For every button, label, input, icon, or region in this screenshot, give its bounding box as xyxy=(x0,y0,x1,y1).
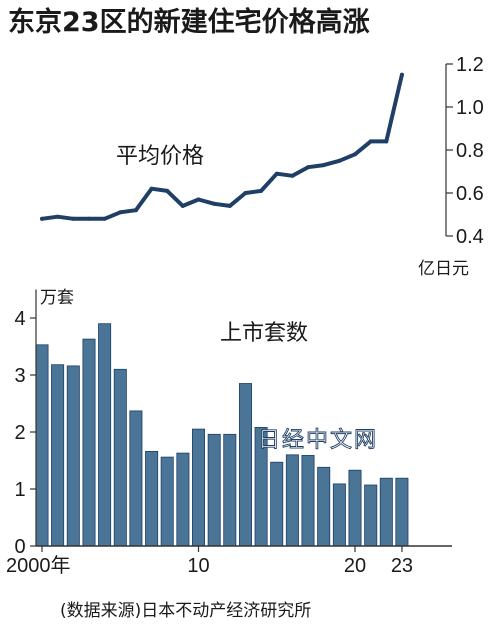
supply-bar xyxy=(270,461,284,547)
price-point xyxy=(87,216,91,221)
supply-x-tick-label: 2000年 xyxy=(6,554,71,577)
supply-bar xyxy=(176,452,190,547)
price-y-tick-label: 0.6 xyxy=(456,183,484,205)
supply-bar xyxy=(395,477,409,547)
price-y-tick-label: 0.4 xyxy=(456,226,484,248)
price-point xyxy=(165,188,170,193)
supply-x-tick-label: 10 xyxy=(187,555,209,577)
price-point xyxy=(399,72,404,77)
supply-bar xyxy=(364,484,378,547)
price-point xyxy=(212,201,217,206)
price-point xyxy=(306,165,311,170)
supply-bar xyxy=(113,368,127,547)
price-point xyxy=(133,208,138,213)
price-point xyxy=(274,171,279,176)
price-point xyxy=(227,203,232,208)
supply-bar xyxy=(66,365,80,547)
price-point xyxy=(321,163,326,168)
price-y-axis: 1.2 1.0 0.8 0.6 0.4 xyxy=(446,54,484,248)
price-series-label: 平均价格 xyxy=(116,144,204,169)
supply-bar xyxy=(317,466,331,547)
supply-bar xyxy=(129,410,143,547)
supply-bar xyxy=(238,383,252,547)
supply-bar xyxy=(285,454,299,547)
supply-bar xyxy=(160,456,174,547)
supply-y-tick-label: 2 xyxy=(14,422,25,444)
price-point xyxy=(368,139,373,144)
price-line-panel: 平均价格 1.2 1.0 0.8 0.6 0.4 亿日元 xyxy=(40,54,484,279)
chart-title: 东京23区的新建住宅价格高涨 xyxy=(8,6,370,38)
supply-bar xyxy=(82,338,96,547)
price-line xyxy=(40,72,404,221)
source-note: (数据来源)日本不动产经济研究所 xyxy=(60,601,311,621)
supply-y-tick-label: 1 xyxy=(14,479,25,501)
supply-x-axis: 2000年 10 20 23 xyxy=(6,546,413,577)
price-point xyxy=(102,216,107,221)
price-point xyxy=(196,197,201,202)
price-point xyxy=(40,216,44,221)
price-point xyxy=(290,173,295,178)
price-y-tick-label: 1.2 xyxy=(456,54,484,76)
supply-bar xyxy=(98,323,112,547)
supply-y-tick-label: 3 xyxy=(14,365,25,387)
supply-bar xyxy=(301,454,315,547)
supply-bar xyxy=(51,364,65,547)
price-y-tick-label: 0.8 xyxy=(456,140,484,162)
supply-x-tick-label: 20 xyxy=(344,555,366,577)
price-point xyxy=(71,216,76,221)
price-unit-label: 亿日元 xyxy=(418,259,469,279)
price-point xyxy=(243,191,248,195)
price-point xyxy=(259,188,264,193)
supply-bar xyxy=(348,469,362,547)
watermark: 日经中文网 xyxy=(258,428,378,453)
price-point xyxy=(149,186,154,191)
supply-series-label: 上市套数 xyxy=(220,321,308,346)
supply-y-tick-label: 0 xyxy=(14,536,25,558)
price-point xyxy=(337,158,342,163)
price-y-tick-label: 1.0 xyxy=(456,97,484,119)
price-point xyxy=(55,214,60,219)
supply-y-axis: 4 3 2 1 0 xyxy=(14,308,36,558)
price-point xyxy=(118,210,123,215)
supply-bar xyxy=(223,433,237,547)
price-point xyxy=(180,203,185,208)
price-point xyxy=(353,152,357,157)
supply-y-tick-label: 4 xyxy=(14,308,25,330)
supply-bar xyxy=(35,344,49,547)
supply-bar xyxy=(207,433,221,547)
supply-bars xyxy=(35,323,409,547)
supply-bar xyxy=(379,477,393,547)
supply-bar xyxy=(332,483,346,547)
supply-bar xyxy=(191,428,205,547)
supply-unit-label: 万套 xyxy=(40,288,74,308)
price-point xyxy=(384,139,389,144)
supply-bar xyxy=(145,450,159,547)
supply-x-tick-label: 23 xyxy=(391,555,413,577)
